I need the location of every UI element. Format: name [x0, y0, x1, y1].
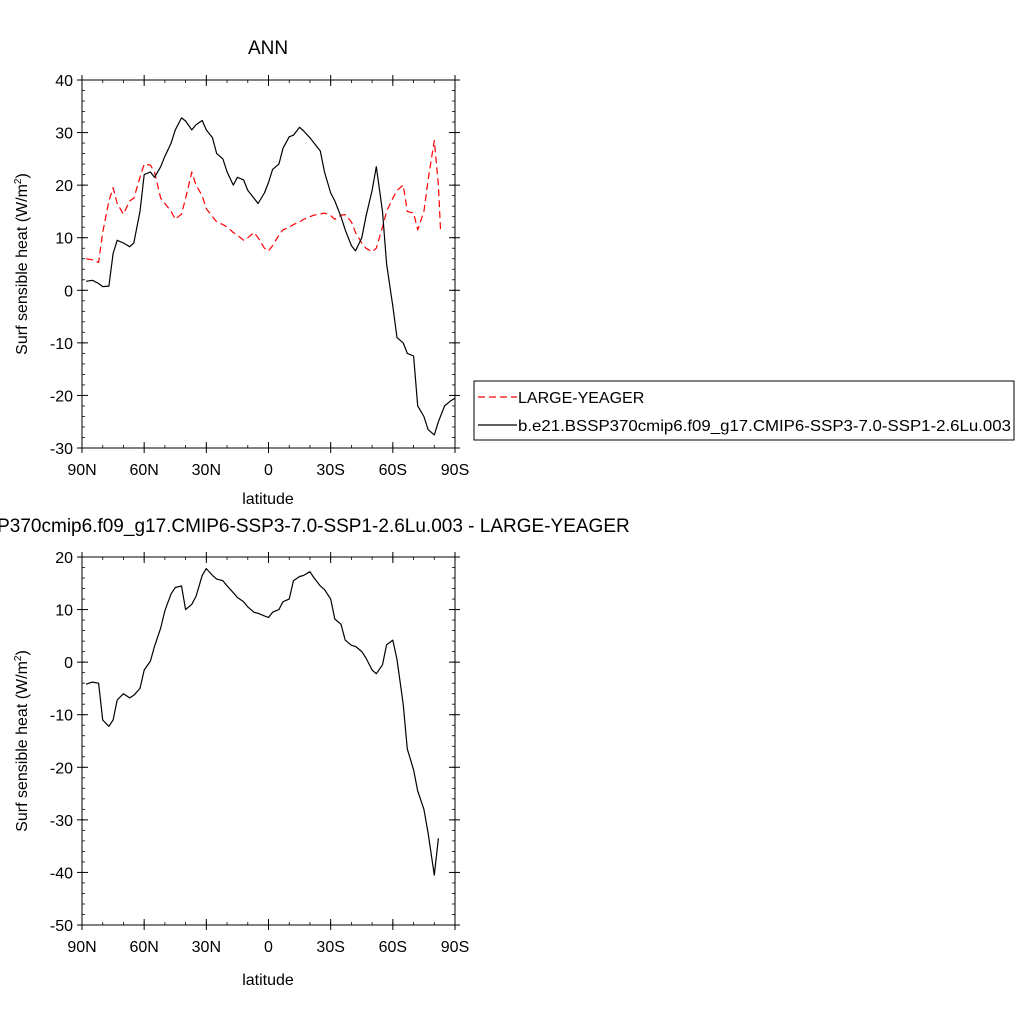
y-tick-label: -20: [50, 760, 73, 777]
series-lines-bottom: [85, 567, 439, 876]
x-axis-label-bottom: latitude: [242, 972, 294, 989]
y-tick-label: 0: [64, 655, 73, 672]
plot-frame-bottom: [81, 556, 456, 926]
y-axis-top: 40 30 20 10 0 -10 -20 -30: [50, 73, 460, 458]
x-tick-label: 30N: [192, 462, 221, 479]
x-tick-label: 30N: [192, 939, 221, 956]
series-line-0-1: [86, 117, 456, 436]
y-tick-label: -20: [50, 388, 73, 405]
x-tick-label: 30S: [316, 939, 344, 956]
x-axis-top: 90N 60N 30N 0 30S 60S 90S: [67, 75, 469, 479]
x-tick-label: 0: [264, 462, 273, 479]
y-axis-label-top-text: Surf sensible heat (W/m: [14, 184, 31, 355]
y-tick-label: 40: [55, 73, 73, 90]
y-axis-bottom: 20 10 0 -10 -20 -30 -40 -50: [50, 550, 460, 935]
x-tick-label: 90S: [441, 939, 469, 956]
y-tick-label: -10: [50, 708, 73, 725]
chart-title-top: ANN: [248, 38, 288, 59]
y-axis-label-bottom-close: ): [14, 650, 31, 655]
plot-frame-top: [81, 79, 456, 449]
y-tick-label: 0: [64, 283, 73, 300]
y-tick-label: -40: [50, 865, 73, 882]
legend-label-large-yeager: LARGE-YEAGER: [518, 390, 644, 407]
x-tick-label: 60N: [129, 939, 158, 956]
y-tick-label: 10: [55, 231, 73, 248]
x-axis-label-top: latitude: [242, 491, 294, 508]
x-tick-label: 60N: [129, 462, 158, 479]
x-tick-label: 60S: [379, 462, 407, 479]
chart-panel-bottom: b.e21.BSSP370cmip6.f09_g17.CMIP6-SSP3-7.…: [0, 516, 630, 989]
y-axis-label-top-close: ): [14, 173, 31, 178]
x-tick-label: 30S: [316, 462, 344, 479]
y-axis-label-top: Surf sensible heat (W/m2): [13, 173, 31, 355]
y-tick-label: 10: [55, 603, 73, 620]
series-line-0-0: [85, 139, 442, 263]
y-axis-label-bottom-superscript: 2: [13, 655, 24, 661]
y-tick-label: 20: [55, 550, 73, 567]
x-tick-label: 60S: [379, 939, 407, 956]
y-tick-label: 20: [55, 178, 73, 195]
y-axis-label-bottom-text: Surf sensible heat (W/m: [14, 661, 31, 832]
x-axis-bottom: 90N 60N 30N 0 30S 60S 90S: [67, 552, 469, 956]
x-tick-label: 90N: [67, 462, 96, 479]
y-axis-label-top-superscript: 2: [13, 178, 24, 184]
x-tick-label: 90S: [441, 462, 469, 479]
legend-label-model: b.e21.BSSP370cmip6.f09_g17.CMIP6-SSP3-7.…: [518, 418, 1011, 435]
legend-box: [473, 380, 1015, 441]
series-lines-top: [85, 117, 456, 436]
y-tick-label: 30: [55, 126, 73, 143]
x-tick-label: 90N: [67, 939, 96, 956]
y-axis-label-bottom: Surf sensible heat (W/m2): [13, 650, 31, 832]
legend: LARGE-YEAGER b.e21.BSSP370cmip6.f09_g17.…: [473, 380, 1015, 441]
x-tick-label: 0: [264, 939, 273, 956]
y-tick-label: -10: [50, 336, 73, 353]
y-tick-label: -30: [50, 813, 73, 830]
series-line-1-0: [85, 567, 439, 876]
chart-title-bottom: b.e21.BSSP370cmip6.f09_g17.CMIP6-SSP3-7.…: [0, 516, 630, 537]
y-tick-label: -30: [50, 441, 73, 458]
y-tick-label: -50: [50, 918, 73, 935]
